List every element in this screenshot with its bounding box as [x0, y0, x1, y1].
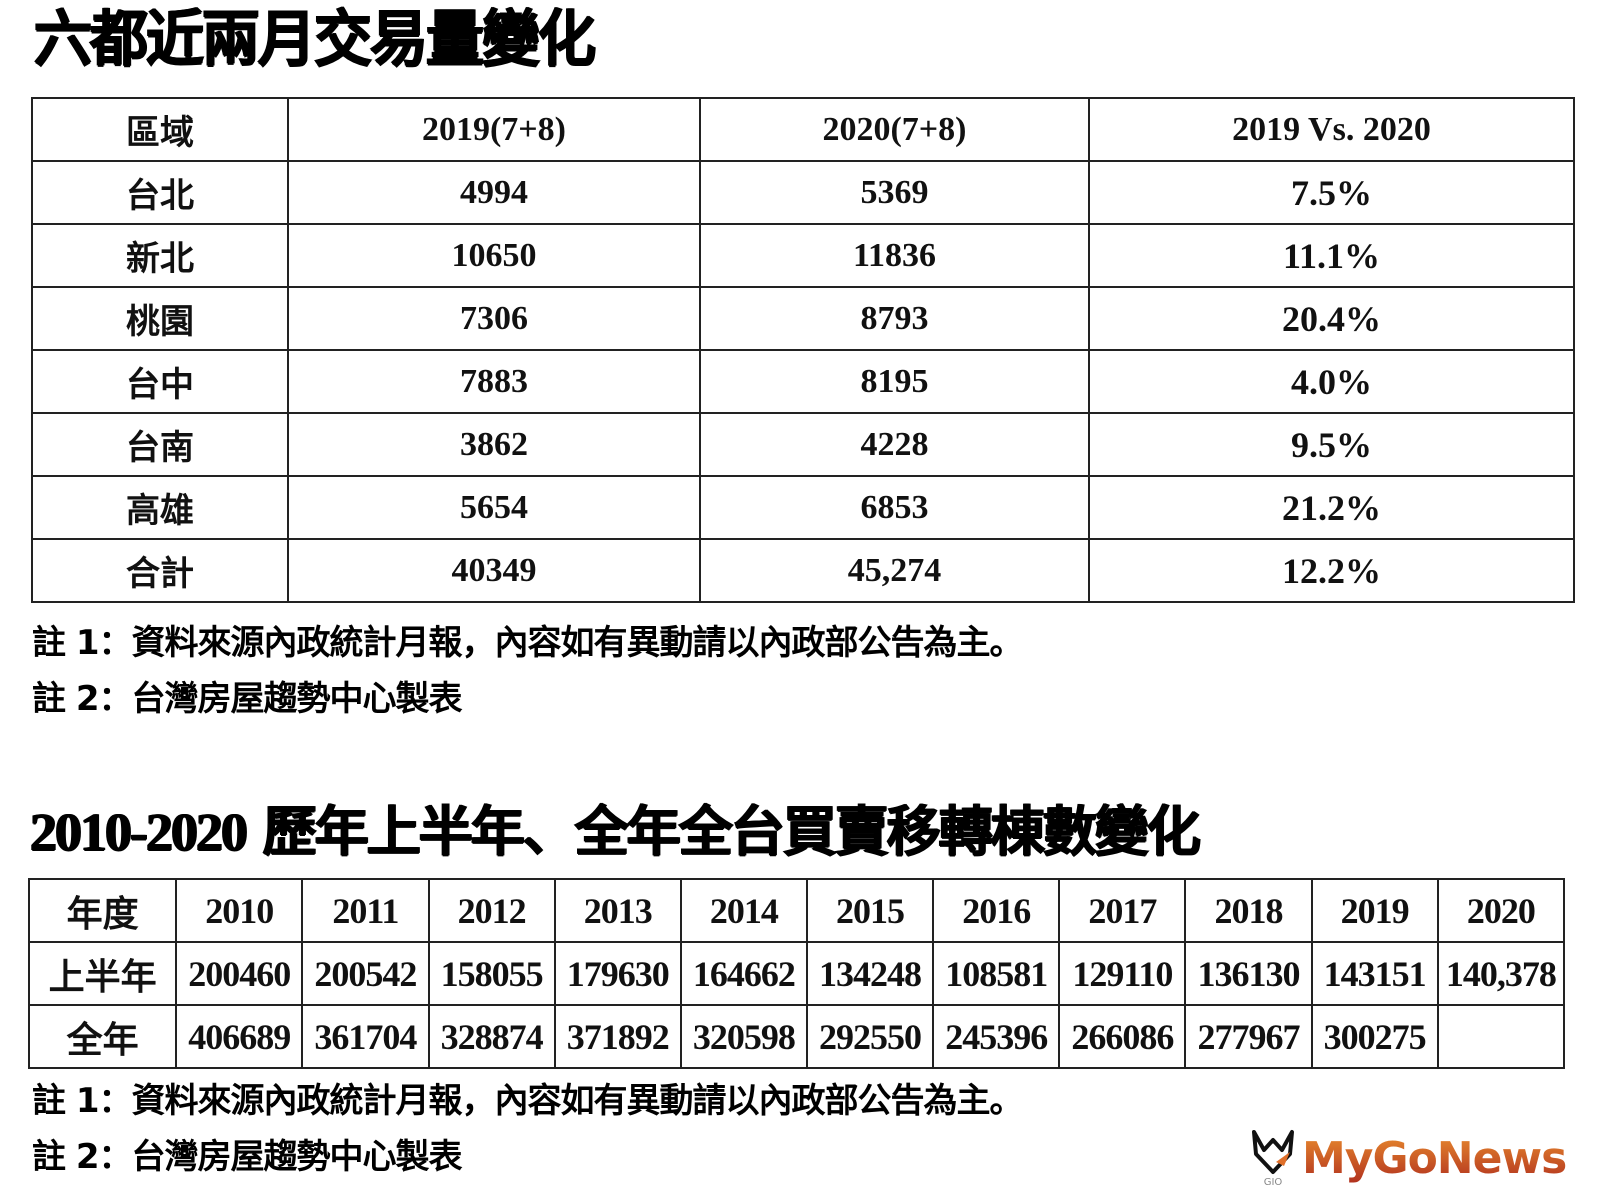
year-cell: 2014: [679, 878, 808, 943]
value-2020: 11836: [699, 223, 1090, 288]
change-pct: 11.1%: [1088, 223, 1575, 288]
table-row: 高雄 5654 6853 21.2%: [31, 475, 1575, 540]
year-cell: 2019: [1310, 878, 1439, 943]
table-header-row: 區域 2019(7+8) 2020(7+8) 2019 Vs. 2020: [31, 97, 1575, 162]
value-2020: 45,274: [699, 538, 1090, 603]
value-cell: 361704: [301, 1004, 430, 1069]
region-cell: 高雄: [31, 475, 289, 540]
value-cell: 328874: [427, 1004, 556, 1069]
year-cell: 2012: [427, 878, 556, 943]
region-cell: 台中: [31, 349, 289, 414]
value-2020: 8793: [699, 286, 1090, 351]
region-cell: 合計: [31, 538, 289, 603]
value-2019: 7883: [287, 349, 701, 414]
value-2020: 6853: [699, 475, 1090, 540]
value-cell: 136130: [1184, 941, 1313, 1006]
section2-note-2: 註 2：台灣房屋趨勢中心製表: [32, 1137, 462, 1177]
section1-title: 六都近兩月交易量變化: [34, 3, 596, 75]
value-cell: 200542: [301, 941, 430, 1006]
value-cell: 143151: [1310, 941, 1439, 1006]
svg-text:GIO: GIO: [1264, 1177, 1283, 1188]
region-cell: 新北: [31, 223, 289, 288]
table-row-first-half: 上半年 200460 200542 158055 179630 164662 1…: [27, 941, 1566, 1006]
table-row: 台南 3862 4228 9.5%: [31, 412, 1575, 477]
value-2019: 7306: [287, 286, 701, 351]
value-cell: 245396: [932, 1004, 1061, 1069]
value-cell: [1436, 1004, 1566, 1069]
value-2020: 8195: [699, 349, 1090, 414]
year-cell: 2017: [1058, 878, 1187, 943]
year-cell: 2016: [932, 878, 1061, 943]
value-cell: 200460: [175, 941, 304, 1006]
section2-title-text: 歷年上半年、全年全台買賣移轉棟數變化: [245, 800, 1201, 863]
value-cell: 129110: [1058, 941, 1187, 1006]
change-pct: 9.5%: [1088, 412, 1575, 477]
value-cell: 320598: [679, 1004, 808, 1069]
region-cell: 桃園: [31, 286, 289, 351]
value-cell: 406689: [175, 1004, 304, 1069]
section1-note-2: 註 2：台灣房屋趨勢中心製表: [32, 679, 462, 719]
value-2019: 3862: [287, 412, 701, 477]
year-cell: 2011: [301, 878, 430, 943]
change-pct: 7.5%: [1088, 160, 1575, 225]
header-year-label: 年度: [27, 878, 178, 943]
row-label: 上半年: [27, 941, 178, 1006]
value-2019: 10650: [287, 223, 701, 288]
table-row: 台中 7883 8195 4.0%: [31, 349, 1575, 414]
change-pct: 21.2%: [1088, 475, 1575, 540]
change-pct: 4.0%: [1088, 349, 1575, 414]
value-cell: 277967: [1184, 1004, 1313, 1069]
region-cell: 台北: [31, 160, 289, 225]
year-cell: 2015: [805, 878, 935, 943]
header-2020: 2020(7+8): [699, 97, 1090, 162]
value-2019: 4994: [287, 160, 701, 225]
section2-note-1: 註 1：資料來源內政統計月報，內容如有異動請以內政部公告為主。: [32, 1081, 1023, 1121]
value-2019: 40349: [287, 538, 701, 603]
value-2019: 5654: [287, 475, 701, 540]
value-cell: 164662: [679, 941, 808, 1006]
table-row-full-year: 全年 406689 361704 328874 371892 320598 29…: [27, 1004, 1566, 1069]
section2-title: 2010-2020 歷年上半年、全年全台買賣移轉棟數變化: [30, 800, 1201, 864]
header-change: 2019 Vs. 2020: [1088, 97, 1575, 162]
change-pct: 12.2%: [1088, 538, 1575, 603]
table-header-row: 年度 2010 2011 2012 2013 2014 2015 2016 20…: [27, 878, 1566, 943]
change-pct: 20.4%: [1088, 286, 1575, 351]
value-cell: 140,378: [1436, 941, 1566, 1006]
value-2020: 4228: [699, 412, 1090, 477]
row-label: 全年: [27, 1004, 178, 1069]
value-cell: 179630: [553, 941, 682, 1006]
value-cell: 300275: [1310, 1004, 1439, 1069]
table-row: 桃園 7306 8793 20.4%: [31, 286, 1575, 351]
value-cell: 266086: [1058, 1004, 1187, 1069]
brand-name: MyGoNews: [1302, 1132, 1567, 1184]
table-row: 台北 4994 5369 7.5%: [31, 160, 1575, 225]
yearly-transfer-table: 年度 2010 2011 2012 2013 2014 2015 2016 20…: [27, 878, 1566, 1069]
header-2019: 2019(7+8): [287, 97, 701, 162]
value-cell: 292550: [805, 1004, 935, 1069]
fox-logo-icon: GIO: [1252, 1130, 1294, 1188]
table-total-row: 合計 40349 45,274 12.2%: [31, 538, 1575, 603]
year-cell: 2018: [1184, 878, 1313, 943]
value-cell: 371892: [553, 1004, 682, 1069]
year-cell: 2020: [1436, 878, 1566, 943]
year-cell: 2013: [553, 878, 682, 943]
section1-note-1: 註 1：資料來源內政統計月報，內容如有異動請以內政部公告為主。: [32, 623, 1023, 663]
value-cell: 158055: [427, 941, 556, 1006]
section2-title-years: 2010-2020: [30, 802, 248, 862]
header-region: 區域: [31, 97, 289, 162]
value-cell: 108581: [932, 941, 1061, 1006]
table-row: 新北 10650 11836 11.1%: [31, 223, 1575, 288]
year-cell: 2010: [175, 878, 304, 943]
value-2020: 5369: [699, 160, 1090, 225]
six-cities-table: 區域 2019(7+8) 2020(7+8) 2019 Vs. 2020 台北 …: [31, 97, 1575, 603]
value-cell: 134248: [805, 941, 935, 1006]
mygonews-logo: GIO MyGoNews: [1250, 1128, 1567, 1188]
region-cell: 台南: [31, 412, 289, 477]
